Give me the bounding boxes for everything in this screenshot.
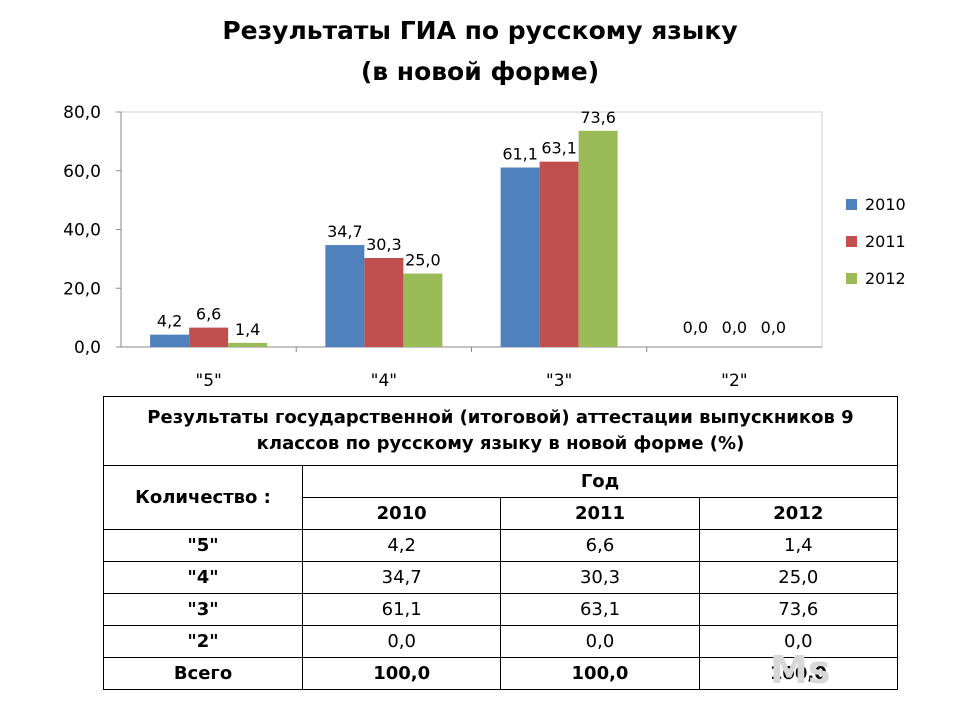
year-header: 2011 <box>500 497 700 530</box>
y-tick-label: 40,0 <box>63 221 101 241</box>
legend-label: 2012 <box>865 269 906 288</box>
table-row: "3" 61,1 63,1 73,6 <box>103 593 899 626</box>
table-cell: 0,0 <box>500 625 700 658</box>
chart-subtitle: (в новой форме) <box>360 57 600 86</box>
bar <box>364 257 404 347</box>
x-tick-label: "2" <box>721 371 747 391</box>
legend-label: 2010 <box>865 195 906 214</box>
row-label: "2" <box>103 625 303 658</box>
table-cell: 34,7 <box>301 561 502 594</box>
legend-swatch <box>846 236 857 247</box>
data-label: 0,0 <box>761 318 786 337</box>
row-header: Количество : <box>103 465 303 530</box>
table-caption: Результаты государственной (итоговой) ат… <box>103 396 898 466</box>
y-tick-label: 60,0 <box>63 162 101 182</box>
total-cell: 100,0 <box>500 657 700 690</box>
bar <box>325 245 365 347</box>
data-label: 30,3 <box>366 235 402 254</box>
bar <box>403 273 443 347</box>
x-tick-label: "4" <box>371 371 397 391</box>
table-cell: 6,6 <box>500 529 700 562</box>
data-label: 73,6 <box>580 108 616 127</box>
bar-chart: 0,0 20,0 40,0 60,0 80,0 "5" 4,2 6,6 1,4 "4" 34,730… <box>63 103 906 391</box>
table-cell: 30,3 <box>500 561 700 594</box>
bar <box>228 342 268 347</box>
legend-swatch <box>846 199 857 210</box>
row-label: "3" <box>103 593 303 626</box>
table-cell: 63,1 <box>500 593 700 626</box>
data-label: 1,4 <box>235 320 260 339</box>
row-label: "4" <box>103 561 303 594</box>
chart-title: Результаты ГИА по русскому языку <box>222 16 738 45</box>
table-cell: 61,1 <box>301 593 502 626</box>
y-tick-label: 0,0 <box>74 338 101 358</box>
table-cell: 0,0 <box>301 625 502 658</box>
bar <box>500 167 540 347</box>
table-cell: 73,6 <box>698 593 899 626</box>
row-label: "5" <box>103 529 303 562</box>
results-table: Результаты государственной (итоговой) ат… <box>103 396 899 690</box>
table-cell: 1,4 <box>698 529 899 562</box>
table-cell: 25,0 <box>698 561 899 594</box>
x-tick-label: "3" <box>546 371 572 391</box>
bar <box>578 130 618 347</box>
legend-swatch <box>846 273 857 284</box>
data-label: 6,6 <box>196 305 221 324</box>
plot-area <box>120 111 823 348</box>
watermark-logo: Ms <box>770 648 831 692</box>
table-row: "5" 4,2 6,6 1,4 <box>103 529 899 562</box>
data-label: 63,1 <box>541 139 577 158</box>
total-cell: 100,0 <box>698 657 899 690</box>
data-label: 34,7 <box>327 222 363 241</box>
data-label: 0,0 <box>722 318 747 337</box>
total-cell: 100,0 <box>301 657 502 690</box>
y-tick-label: 80,0 <box>63 103 101 123</box>
y-tick-label: 20,0 <box>63 279 101 299</box>
bar <box>539 161 579 347</box>
bar <box>150 334 190 347</box>
table-cell: 0,0 <box>698 625 899 658</box>
data-label: 4,2 <box>157 312 182 331</box>
data-label: 61,1 <box>502 145 538 164</box>
data-label: 0,0 <box>683 318 708 337</box>
bar <box>189 327 229 347</box>
year-header: 2012 <box>698 497 899 530</box>
table-row: "4" 34,7 30,3 25,0 <box>103 561 899 594</box>
table-cell: 4,2 <box>301 529 502 562</box>
year-group-header: Год <box>302 465 898 498</box>
x-tick-label: "5" <box>195 371 221 391</box>
year-header: 2010 <box>301 497 502 530</box>
legend-label: 2011 <box>865 232 906 251</box>
total-label: Всего <box>103 657 303 690</box>
data-label: 25,0 <box>405 251 441 270</box>
table-total-row: Всего 100,0 100,0 100,0 <box>103 657 899 690</box>
